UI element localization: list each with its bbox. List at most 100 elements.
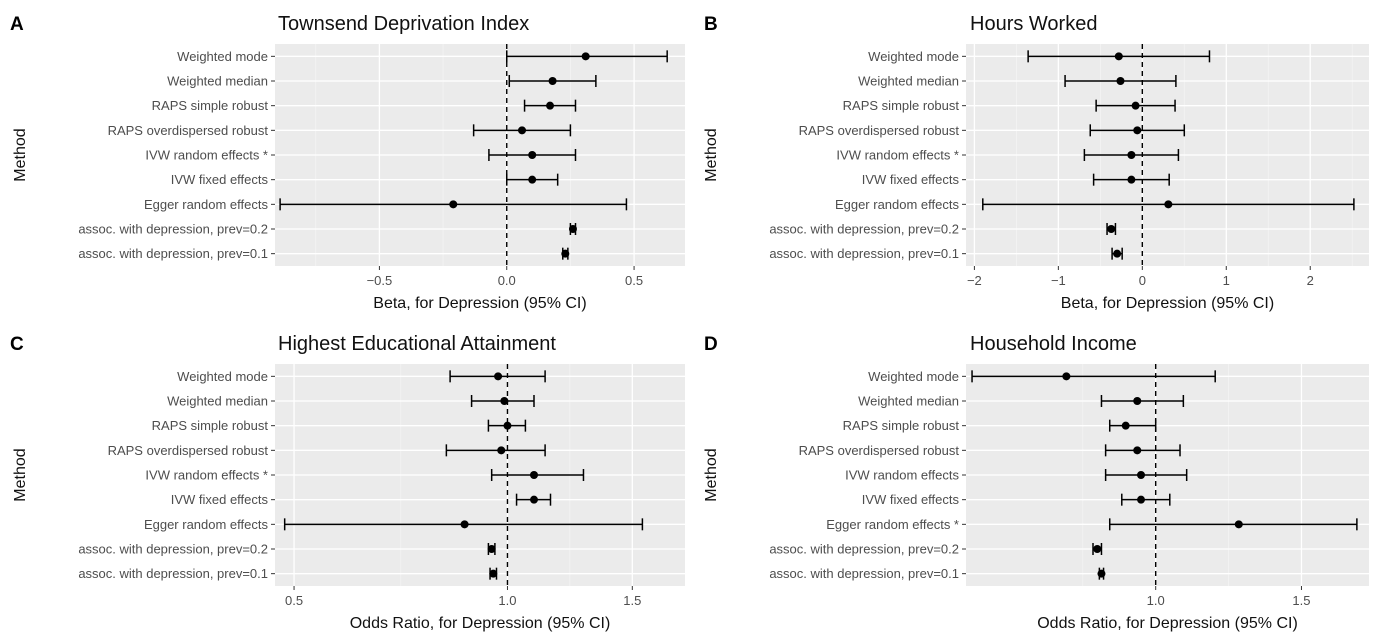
ci-errorbar	[1104, 469, 1188, 481]
method-label: RAPS overdispersed robust	[799, 123, 960, 138]
point-estimate	[1133, 397, 1142, 405]
point-estimate	[518, 126, 527, 135]
x-axis-title: Odds Ratio, for Depression (95% CI)	[1037, 615, 1298, 632]
method-label: Weighted median	[858, 74, 959, 89]
method-label: Egger random effects	[144, 517, 269, 532]
point-estimate	[503, 421, 512, 430]
panel-tag: A	[10, 14, 24, 35]
method-label: assoc. with depression, prev=0.1	[78, 566, 268, 581]
method-label: IVW random effects *	[145, 148, 268, 163]
method-label: RAPS simple robust	[152, 98, 269, 113]
method-label: IVW fixed effects	[171, 492, 269, 507]
x-tick-label: −1	[1051, 273, 1066, 288]
panel-tag: D	[704, 334, 718, 355]
point-estimate	[1062, 372, 1071, 381]
point-estimate	[1097, 569, 1106, 578]
point-estimate	[487, 545, 496, 553]
point-estimate	[529, 471, 538, 479]
point-estimate	[1114, 52, 1123, 61]
method-label: IVW random effects	[845, 468, 959, 483]
point-estimate	[497, 446, 506, 455]
method-label: Egger random effects	[835, 197, 960, 212]
x-tick-label: 1.0	[1147, 593, 1165, 608]
ci-errorbar	[1121, 493, 1171, 506]
point-estimate	[1107, 225, 1116, 233]
point-estimate	[548, 77, 557, 85]
method-label: Egger random effects *	[826, 517, 959, 532]
point-estimate	[1116, 77, 1125, 85]
method-label: RAPS simple robust	[843, 418, 960, 433]
method-label: assoc. with depression, prev=0.1	[78, 246, 268, 261]
panel-title: Townsend Deprivation Index	[278, 13, 529, 35]
x-tick-label: 0.0	[498, 273, 516, 288]
x-tick-label: −0.5	[367, 273, 393, 288]
x-tick-label: 2	[1307, 273, 1314, 288]
method-label: RAPS overdispersed robust	[108, 123, 269, 138]
point-estimate	[1137, 495, 1146, 504]
ci-errorbar	[1104, 444, 1181, 457]
ci-errorbar	[445, 444, 546, 457]
y-axis-title: Method	[12, 128, 29, 181]
method-label: IVW random effects *	[145, 468, 268, 483]
panel-title: Hours Worked	[970, 13, 1097, 35]
method-label: RAPS simple robust	[152, 418, 269, 433]
x-axis-title: Odds Ratio, for Depression (95% CI)	[350, 615, 611, 632]
x-tick-label: 1	[1223, 273, 1230, 288]
panel-tag: B	[704, 14, 718, 35]
x-tick-label: 1.5	[623, 593, 641, 608]
ci-errorbar	[971, 370, 1216, 383]
point-estimate	[449, 200, 458, 209]
point-estimate	[1127, 175, 1136, 184]
method-label: Weighted mode	[177, 49, 268, 64]
x-axis-title: Beta, for Depression (95% CI)	[373, 295, 586, 312]
y-axis-title: Method	[703, 448, 720, 501]
method-label: Weighted median	[167, 394, 268, 409]
point-estimate	[561, 249, 570, 258]
method-label: RAPS overdispersed robust	[108, 443, 269, 458]
ci-errorbar	[1100, 395, 1185, 407]
x-axis-title: Beta, for Depression (95% CI)	[1061, 295, 1274, 312]
method-label: RAPS overdispersed robust	[799, 443, 960, 458]
point-estimate	[1133, 446, 1142, 455]
point-estimate	[1113, 249, 1122, 258]
method-label: assoc. with depression, prev=0.2	[78, 542, 268, 557]
point-estimate	[494, 372, 503, 381]
panel-title: Highest Educational Attainment	[278, 333, 556, 355]
point-estimate	[1164, 200, 1173, 209]
x-tick-label: −2	[967, 273, 982, 288]
point-estimate	[528, 175, 537, 184]
x-tick-label: 1.0	[498, 593, 516, 608]
y-axis-title: Method	[703, 128, 720, 181]
point-estimate	[1137, 471, 1146, 479]
panel-title: Household Income	[970, 333, 1137, 355]
method-label: IVW fixed effects	[171, 172, 269, 187]
method-label: RAPS simple robust	[843, 98, 960, 113]
point-estimate	[1234, 520, 1243, 529]
point-estimate	[1121, 421, 1130, 430]
method-label: assoc. with depression, prev=0.2	[769, 222, 959, 237]
point-estimate	[546, 101, 555, 110]
point-estimate	[529, 495, 538, 504]
point-estimate	[1093, 545, 1102, 553]
x-tick-label: 0.5	[625, 273, 643, 288]
point-estimate	[1133, 126, 1142, 135]
point-estimate	[500, 397, 509, 405]
method-label: IVW random effects *	[836, 148, 959, 163]
method-label: Weighted mode	[868, 49, 959, 64]
y-axis-title: Method	[12, 448, 29, 501]
panel-c: 0.5 1.0 1.5 Weighted mode Weighted median RAP…	[10, 333, 685, 632]
method-label: assoc. with depression, prev=0.1	[769, 246, 959, 261]
point-estimate	[581, 52, 590, 61]
point-estimate	[568, 225, 577, 233]
method-label: Weighted mode	[177, 369, 268, 384]
method-label: IVW fixed effects	[862, 172, 960, 187]
x-tick-label: 1.5	[1292, 593, 1310, 608]
method-label: Weighted median	[167, 74, 268, 89]
method-label: assoc. with depression, prev=0.2	[769, 542, 959, 557]
ci-errorbar	[1108, 518, 1358, 531]
point-estimate	[528, 151, 537, 159]
x-tick-label: 0	[1139, 273, 1146, 288]
panel-a: −0.5 0.0 0.5 Weighted mode Weighted median RA…	[10, 13, 685, 312]
panel-b: −2 −1 0 1 2 Weighted mode Weighted median RAPS …	[703, 13, 1369, 312]
